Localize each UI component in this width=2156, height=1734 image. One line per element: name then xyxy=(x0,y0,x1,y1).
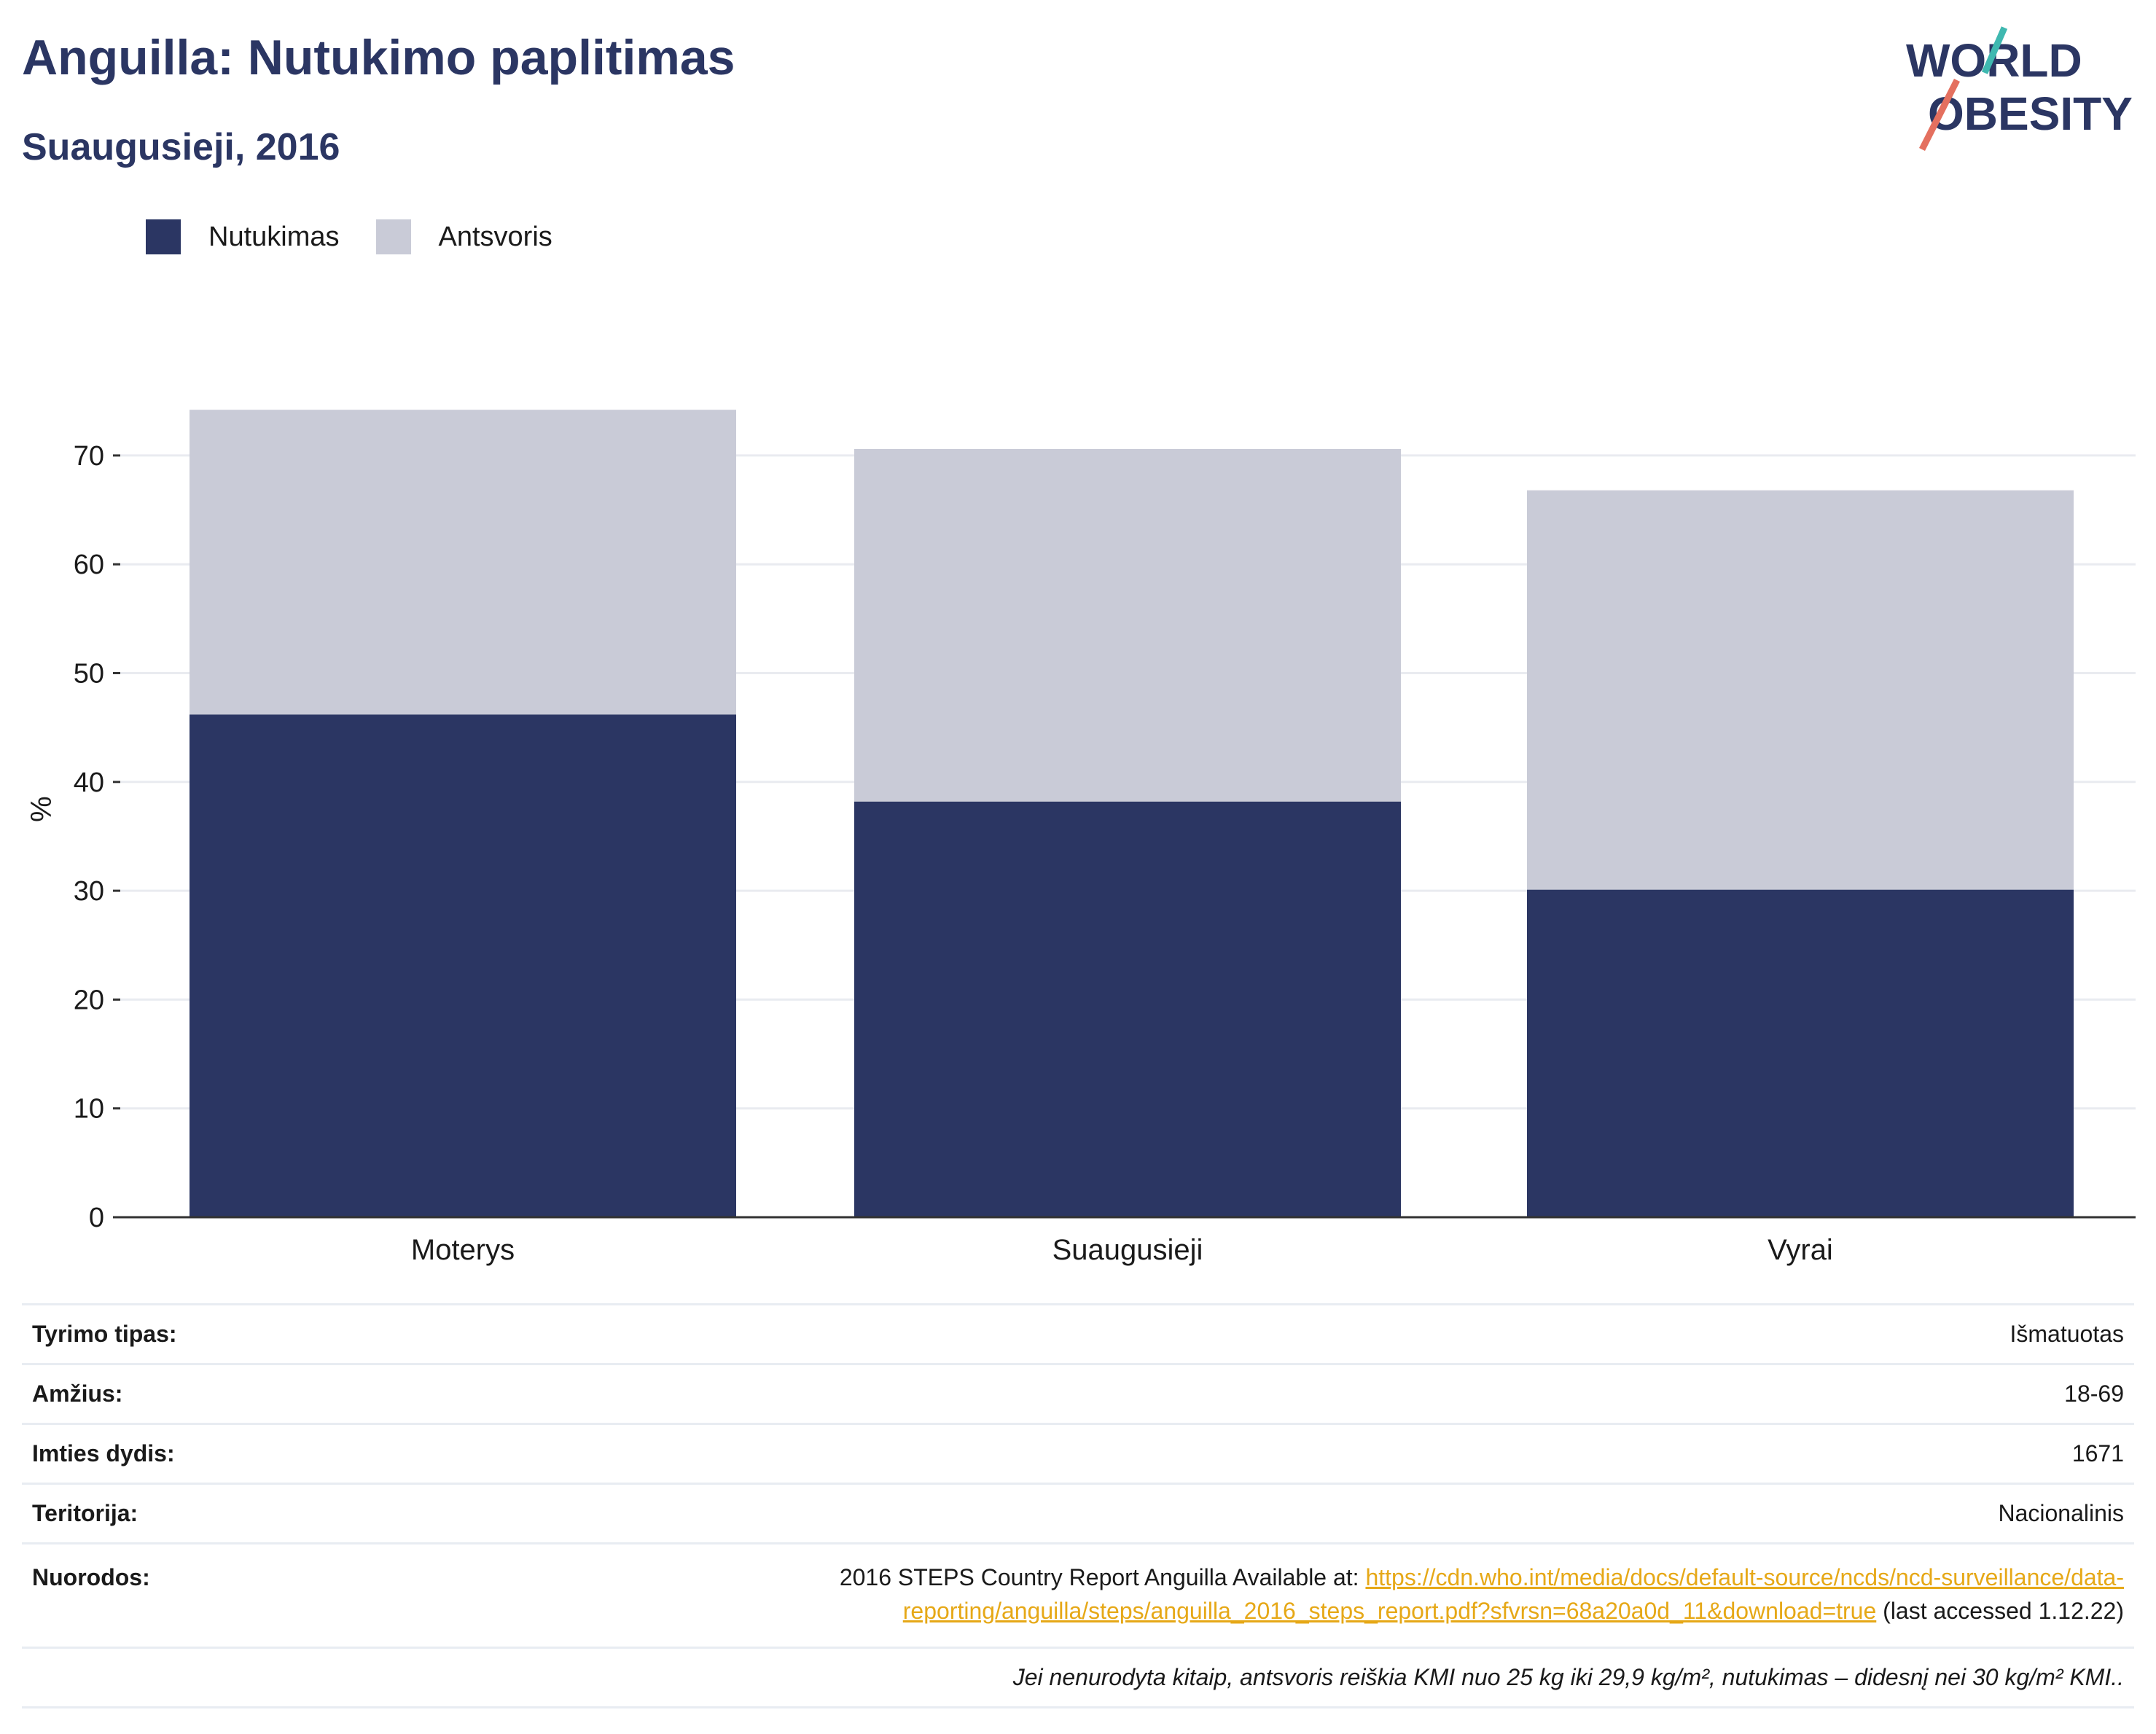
reference-accessed: (last accessed 1.12.22) xyxy=(1876,1598,2124,1624)
legend-label-antsvoris: Antsvoris xyxy=(438,221,552,252)
world-obesity-logo: WORLD OBESITY xyxy=(1906,26,2133,152)
definition-note: Jei nenurodyta kitaip, antsvoris reiškia… xyxy=(22,1647,2134,1708)
info-value: 2016 STEPS Country Report Anguilla Avail… xyxy=(407,1543,2134,1649)
info-value: Išmatuotas xyxy=(407,1303,2134,1365)
info-value: 1671 xyxy=(407,1423,2134,1485)
legend-label-nutukimas: Nutukimas xyxy=(208,221,340,252)
y-tick-label: 70 xyxy=(74,441,104,472)
info-value: Nacionalinis xyxy=(407,1483,2134,1544)
info-key: Teritorija: xyxy=(22,1483,407,1544)
bar-antsvoris xyxy=(1527,490,2074,890)
info-row-sample-size: Imties dydis: 1671 xyxy=(22,1423,2134,1485)
y-axis-label: % xyxy=(26,796,58,822)
reference-text: 2016 STEPS Country Report Anguilla Avail… xyxy=(839,1564,1366,1590)
y-tick-label: 30 xyxy=(74,876,104,907)
info-key: Tyrimo tipas: xyxy=(22,1303,407,1365)
legend-swatch-antsvoris xyxy=(375,219,411,254)
info-key: Nuorodos: xyxy=(22,1543,407,1649)
legend: Nutukimas Antsvoris xyxy=(146,215,589,259)
x-tick-label: Moterys xyxy=(411,1234,515,1266)
bar-nutukimas xyxy=(854,801,1401,1217)
y-tick-label: 50 xyxy=(74,659,104,690)
info-key: Amžius: xyxy=(22,1364,407,1425)
info-row-territory: Teritorija: Nacionalinis xyxy=(22,1483,2134,1544)
legend-swatch-nutukimas xyxy=(146,219,181,254)
info-row-note: Jei nenurodyta kitaip, antsvoris reiškia… xyxy=(22,1647,2134,1708)
info-row-references: Nuorodos: 2016 STEPS Country Report Angu… xyxy=(22,1543,2134,1649)
bar-nutukimas xyxy=(190,714,736,1217)
y-tick-label: 40 xyxy=(74,768,104,798)
logo-word-obesity: OBESITY xyxy=(1928,87,2133,140)
chart-title: Anguilla: Nutukimo paplitimas xyxy=(22,30,735,85)
x-tick-label: Suaugusieji xyxy=(1052,1234,1203,1266)
chart-subtitle: Suaugusieji, 2016 xyxy=(22,126,340,168)
info-key: Imties dydis: xyxy=(22,1423,407,1485)
info-row-survey-type: Tyrimo tipas: Išmatuotas xyxy=(22,1303,2134,1365)
y-tick-label: 0 xyxy=(89,1203,104,1233)
legend-item-nutukimas: Nutukimas xyxy=(146,219,340,254)
bar-chart: 0 10 20 30 40 50 60 70% Moterys Suaugusieji Vyrai xyxy=(26,410,2136,1266)
reference-link-part2[interactable]: reporting/anguilla/steps/anguilla_2016_s… xyxy=(902,1598,1877,1624)
info-row-age: Amžius: 18-69 xyxy=(22,1364,2134,1425)
bar-antsvoris xyxy=(854,448,1401,802)
y-tick-label: 20 xyxy=(74,985,104,1015)
info-table: Tyrimo tipas: Išmatuotas Amžius: 18-69 I… xyxy=(22,1303,2134,1708)
legend-item-antsvoris: Antsvoris xyxy=(375,219,552,254)
logo-slash-coral xyxy=(1918,78,1961,152)
info-value: 18-69 xyxy=(407,1364,2134,1425)
y-tick-label: 10 xyxy=(74,1094,104,1125)
logo-slash-teal xyxy=(1981,26,2008,74)
bar-nutukimas xyxy=(1527,889,2074,1217)
logo-word-world: WORLD xyxy=(1906,34,2082,87)
reference-link-part1[interactable]: https://cdn.who.int/media/docs/default-s… xyxy=(1365,1564,2124,1590)
bar-antsvoris xyxy=(190,410,736,715)
y-tick-label: 60 xyxy=(74,550,104,580)
x-tick-label: Vyrai xyxy=(1768,1234,1833,1266)
